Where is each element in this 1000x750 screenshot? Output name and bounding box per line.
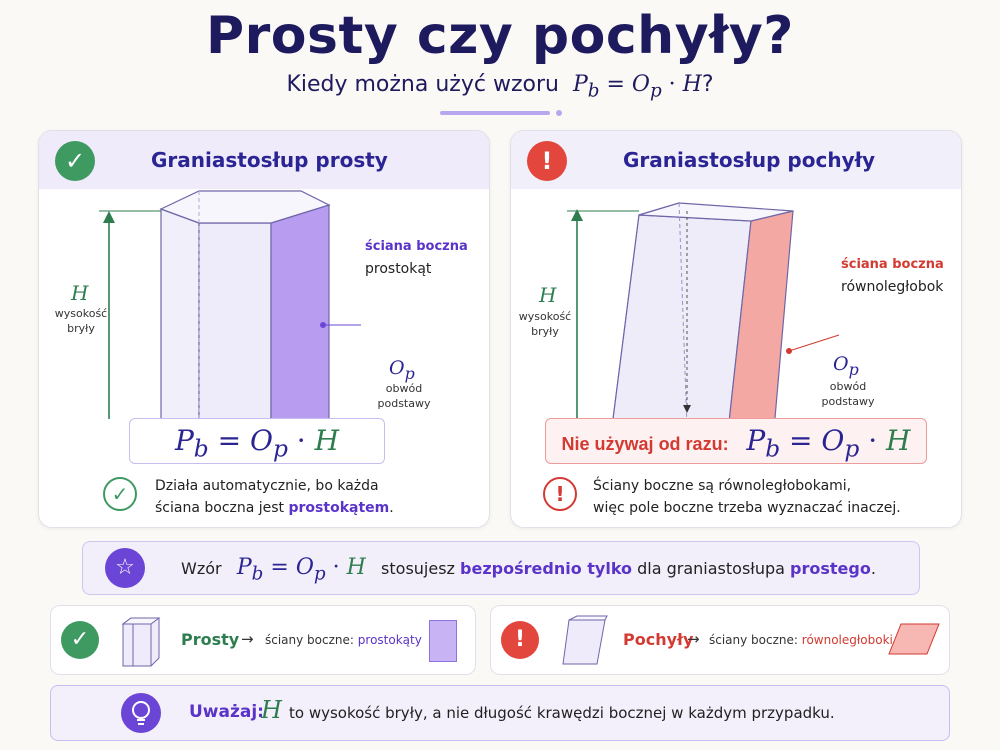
note-text: Ściany boczne są równoległobokami, więc … — [593, 478, 901, 516]
check-icon: ✓ — [61, 621, 99, 659]
summary-name: Pochyły — [623, 630, 694, 649]
face-type: prostokąt — [365, 261, 432, 277]
subtitle-dot — [556, 110, 562, 116]
height-symbol: H — [261, 696, 282, 724]
formula-box: Pb = Op · H — [129, 418, 385, 464]
formula-box: Nie używaj od razu: Pb = Op · H — [545, 418, 927, 464]
face-type: równoległobok — [841, 279, 944, 295]
lightbulb-icon — [121, 693, 161, 733]
note-text: Działa automatycznie, bo każda ściana bo… — [155, 478, 394, 516]
arrow-icon: → — [241, 630, 254, 648]
summary-oblique-prism: ! Pochyły → ściany boczne: równoległobok… — [490, 605, 950, 675]
parallelogram-icon — [888, 623, 940, 655]
right-prism-diagram — [99, 190, 361, 419]
height-label: wysokość bryły — [54, 307, 108, 335]
subtitle-formula: Pb = Op · H — [572, 72, 702, 102]
height-symbol: H — [71, 281, 89, 305]
page-title: Prosty czy pochyły? — [206, 6, 794, 66]
summary-right-prism: ✓ Prosty → ściany boczne: prostokąty — [50, 605, 476, 675]
summary-label: ściany boczne: prostokąty — [265, 633, 422, 647]
warning-label: Uważaj: — [189, 702, 264, 722]
rule-text: Wzór Pb = Op · H stosujesz bezpośrednio … — [181, 555, 876, 585]
panel-title: Graniastosłup pochyły — [623, 148, 876, 172]
oblique-prism-icon — [562, 615, 608, 665]
face-label: ściana boczna — [365, 239, 468, 254]
oblique-prism-diagram — [567, 202, 840, 419]
oblique-prism-panel: ! Graniastosłup pochyły H wysokość bryły — [510, 130, 962, 528]
panel-title: Graniastosłup prosty — [151, 148, 388, 172]
check-icon: ✓ — [103, 477, 137, 511]
height-label: wysokość bryły — [518, 310, 572, 338]
summary-name: Prosty — [181, 630, 240, 649]
panel-header: ✓ Graniastosłup prosty — [39, 131, 489, 189]
face-label: ściana boczna — [841, 257, 944, 272]
rectangle-icon — [429, 620, 457, 662]
base-label: obwód podstawy — [377, 382, 431, 410]
exclamation-icon: ! — [501, 621, 539, 659]
base-label: obwód podstawy — [821, 380, 875, 408]
arrow-icon: → — [687, 630, 700, 648]
subtitle-end: ? — [701, 72, 714, 97]
exclamation-icon: ! — [527, 141, 567, 181]
right-prism-panel: ✓ Graniastosłup prosty H wysokość bryły ś… — [38, 130, 490, 528]
warning-text: to wysokość bryły, a nie długość krawędz… — [289, 704, 835, 722]
subtitle-text: Kiedy można użyć wzoru — [286, 72, 559, 97]
summary-label: ściany boczne: równoległoboki — [709, 633, 893, 647]
height-symbol: H — [539, 283, 557, 307]
panel-header: ! Graniastosłup pochyły — [511, 131, 961, 189]
check-icon: ✓ — [55, 141, 95, 181]
base-symbol: Op — [389, 357, 415, 383]
exclamation-icon: ! — [543, 477, 577, 511]
rule-box: ☆ Wzór Pb = Op · H stosujesz bezpośredni… — [82, 541, 920, 595]
page-subtitle: Kiedy można użyć wzoru Pb = Op · H? — [0, 72, 1000, 101]
prism-icon — [121, 617, 161, 667]
star-icon: ☆ — [105, 548, 145, 588]
base-symbol: Op — [833, 353, 859, 379]
warning-box: Uważaj: H to wysokość bryły, a nie długo… — [50, 685, 950, 741]
subtitle-underline — [440, 111, 550, 115]
